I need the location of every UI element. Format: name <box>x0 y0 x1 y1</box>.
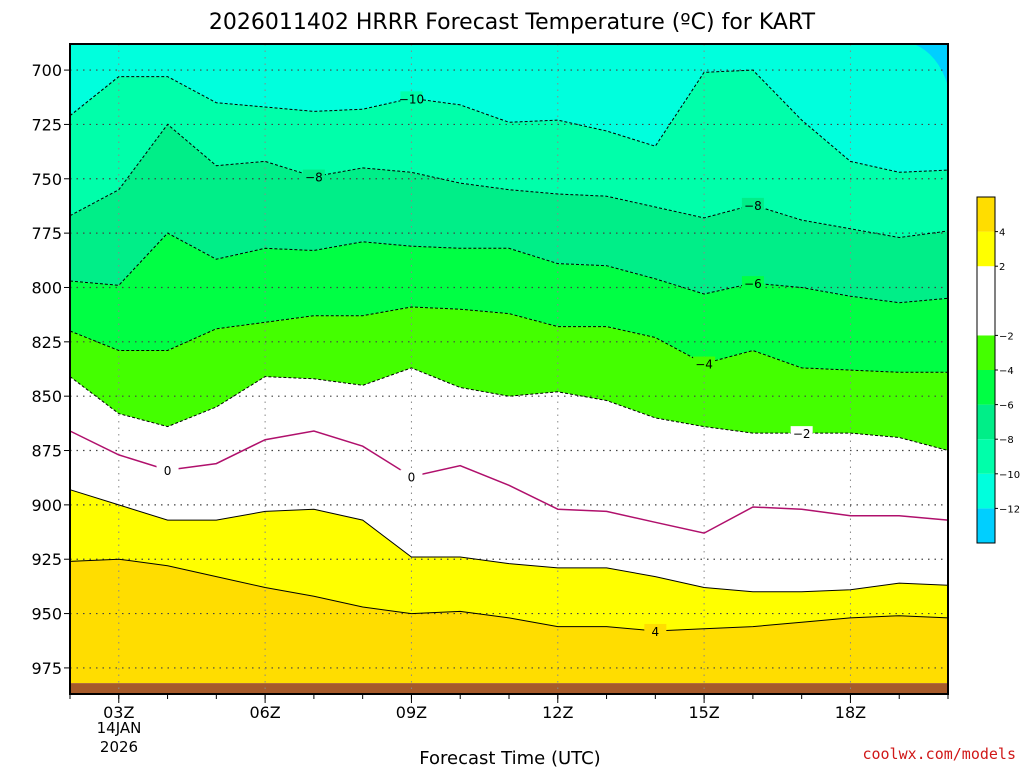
y-tick-label: 950 <box>31 605 62 624</box>
chart-title: 2026011402 HRRR Forecast Temperature (ºC… <box>209 10 816 35</box>
x-tick-label: 12Z <box>542 703 573 722</box>
temperature-fill-bands <box>70 44 948 684</box>
x-tick-label: 06Z <box>249 703 280 722</box>
colorbar-band <box>977 404 995 440</box>
credit-link[interactable]: coolwx.com/models <box>862 745 1016 763</box>
colorbar-tick-label: −2 <box>999 331 1014 342</box>
y-tick-label: 850 <box>31 387 62 406</box>
colorbar-tick-label: 4 <box>999 228 1005 239</box>
contour-label: −6 <box>744 277 762 291</box>
colorbar-band <box>977 439 995 474</box>
date-label-day: 14JAN <box>97 719 142 737</box>
contour-line <box>69 306 948 373</box>
y-tick-label: 775 <box>31 224 62 243</box>
band-above-4 <box>70 559 948 684</box>
contour-label: −4 <box>695 358 713 372</box>
colorbar-band <box>977 266 995 336</box>
colorbar-tick-label: 2 <box>999 262 1005 273</box>
x-tick-label: 03Z <box>103 703 134 722</box>
y-tick-label: 925 <box>31 550 62 569</box>
y-tick-label: 750 <box>31 170 62 189</box>
contour-label-bg <box>400 469 423 483</box>
colorbar-tick-label: −12 <box>999 504 1020 515</box>
contour-labels: 4 0 0 −2 −4 −6 −8 −8 −10 <box>156 91 813 639</box>
contour-line <box>69 489 949 593</box>
band-minus6-to-minus4 <box>70 233 948 373</box>
contour-label-bg <box>400 91 423 105</box>
colorbar-band <box>977 335 995 370</box>
band-below-minus12 <box>913 44 948 86</box>
contour-label: 4 <box>652 625 660 639</box>
contour-label-bg <box>302 169 325 183</box>
contour-label-bg <box>693 356 716 370</box>
colorbar-tick-label: −4 <box>999 366 1014 377</box>
band-minus10-to-minus8 <box>70 70 948 238</box>
contour-label-bg <box>741 197 764 211</box>
colorbar-band <box>977 231 995 267</box>
contour-label: 0 <box>164 464 172 478</box>
band-minus4-to-minus2 <box>70 307 948 451</box>
band-minus12-to-minus10 <box>70 44 948 173</box>
y-axis: 700 725 750 775 800 825 850 875 900 925 950 975 <box>31 61 70 678</box>
colorbar-band <box>977 197 995 232</box>
contour-line <box>69 558 949 632</box>
contour-label: −8 <box>305 171 323 185</box>
band-minus2-to-2 <box>70 367 948 592</box>
ground-layer <box>70 683 948 694</box>
contour-line <box>69 123 949 239</box>
colorbar-tick-label: −6 <box>999 401 1014 412</box>
x-tick-label: 09Z <box>396 703 427 722</box>
contour-label-bg <box>790 426 813 440</box>
contour-label: −2 <box>793 427 811 441</box>
contour-label-bg <box>741 276 764 290</box>
colorbar-tick-label: −8 <box>999 435 1014 446</box>
x-axis-label: Forecast Time (UTC) <box>419 748 600 768</box>
contour-label: −8 <box>744 199 762 213</box>
band-minus8-to-minus6 <box>70 124 948 303</box>
y-tick-label: 900 <box>31 496 62 515</box>
ground-fill <box>70 683 948 694</box>
y-tick-label: 875 <box>31 442 62 461</box>
colorbar-tick-label: −10 <box>999 470 1020 481</box>
colorbar: 4 2 −2 −4 −6 −8 −10 −12 <box>976 196 1020 544</box>
contour-label: −10 <box>399 92 424 106</box>
band-2-to-4 <box>70 489 948 631</box>
contour-line <box>69 69 949 173</box>
colorbar-band <box>977 370 995 405</box>
y-tick-label: 975 <box>31 659 62 678</box>
date-label-year: 2026 <box>100 738 138 756</box>
y-tick-label: 800 <box>31 278 62 297</box>
x-tick-label: 18Z <box>835 703 866 722</box>
contour-line <box>69 232 949 304</box>
x-axis: 03Z 06Z 09Z 12Z 15Z 18Z <box>69 694 949 722</box>
colorbar-band <box>977 508 995 543</box>
x-tick-label: 15Z <box>688 703 719 722</box>
contour-line <box>69 430 949 534</box>
colorbar-band <box>977 473 995 509</box>
contour-label-bg <box>644 623 667 637</box>
y-tick-label: 725 <box>31 115 62 134</box>
y-tick-label: 700 <box>31 61 62 80</box>
contour-label: 0 <box>408 471 416 485</box>
y-tick-label: 825 <box>31 333 62 352</box>
contour-label-bg <box>156 463 179 477</box>
